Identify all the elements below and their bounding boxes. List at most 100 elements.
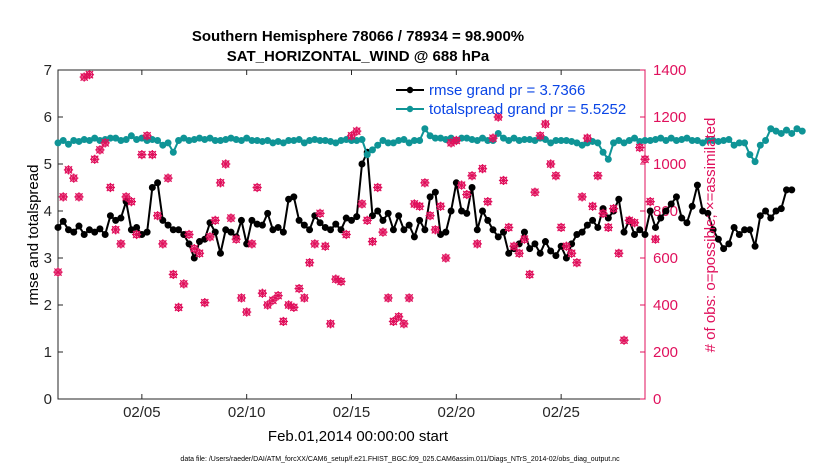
obs-assimilated-point [184, 229, 194, 240]
obs-assimilated-point [263, 300, 273, 310]
obs-assimilated-point [415, 201, 425, 211]
series-point [300, 221, 308, 229]
obs-assimilated-point [640, 154, 650, 164]
series-point [720, 245, 728, 253]
series-point [154, 137, 162, 144]
obs-assimilated-point [409, 199, 419, 209]
obs-assimilated-point [504, 222, 514, 233]
series-point [594, 223, 602, 231]
obs-assimilated-point [121, 192, 131, 202]
obs-assimilated-point [58, 192, 68, 202]
series-point [395, 212, 403, 220]
obs-assimilated-point [90, 154, 100, 164]
series-point [798, 127, 806, 135]
series-point [374, 207, 382, 215]
y-left-tick-label: 3 [44, 250, 52, 267]
obs-assimilated-point [105, 182, 116, 193]
series-point [64, 140, 72, 148]
obs-assimilated-point [352, 126, 362, 136]
obs-assimilated-point [650, 234, 661, 244]
series-point [777, 205, 785, 213]
obs-assimilated-point [462, 189, 472, 200]
series-point [405, 221, 413, 229]
y-axis-left-label: rmse and totalspread [25, 165, 42, 306]
series-point [154, 179, 162, 187]
x-tick-label: 02/05 [123, 404, 161, 421]
obs-assimilated-point [488, 133, 498, 143]
series-point [756, 212, 764, 220]
series-point [133, 223, 141, 231]
series-point [678, 214, 686, 222]
obs-assimilated-point [477, 164, 488, 174]
series-point [589, 216, 597, 224]
x-tick-label: 02/10 [228, 404, 266, 421]
series-point [683, 219, 691, 227]
series-point [410, 233, 418, 241]
obs-assimilated-point [137, 150, 147, 160]
series-point [730, 223, 738, 231]
series-point [751, 158, 759, 166]
obs-assimilated-point [399, 319, 409, 329]
series-point [384, 209, 392, 217]
series-point [594, 139, 602, 147]
series-point [237, 216, 245, 224]
series-point [379, 216, 387, 224]
obs-assimilated-point [546, 159, 556, 169]
series-point [646, 207, 654, 215]
series-point [164, 139, 172, 147]
legend-swatch-marker [406, 86, 414, 94]
obs-assimilated-point [514, 248, 524, 258]
y-right-tick-label: 1200 [653, 109, 686, 126]
obs-assimilated-point [420, 178, 430, 188]
obs-assimilated-point [598, 208, 608, 218]
series-point [489, 226, 497, 234]
series-point [541, 136, 549, 144]
series-point [641, 231, 649, 238]
series-point [216, 249, 224, 257]
y-right-tick-label: 200 [653, 344, 678, 361]
x-tick-label: 02/25 [542, 404, 580, 421]
series-point [536, 249, 544, 257]
series-point [620, 228, 628, 236]
obs-assimilated-point [635, 142, 645, 153]
obs-assimilated-point [357, 199, 367, 209]
series-point [91, 228, 99, 236]
legend-entry: totalspread grand pr = 5.5252 [429, 101, 626, 118]
obs-assimilated-point [257, 288, 268, 298]
obs-assimilated-point [519, 234, 530, 244]
series-point [421, 125, 429, 133]
series-point [667, 200, 675, 208]
obs-assimilated-point [645, 197, 655, 207]
y-right-tick-label: 0 [653, 391, 661, 408]
obs-assimilated-point [593, 171, 603, 181]
obs-assimilated-point [247, 239, 257, 249]
series-point [693, 181, 701, 189]
y-left-tick-label: 1 [44, 344, 52, 361]
series-point [468, 184, 476, 191]
y-axis-left-ticks: 0 1 2 3 4 5 6 7 [44, 62, 63, 408]
series-point [264, 209, 272, 217]
obs-assimilated-point [268, 295, 278, 305]
series-point [389, 226, 397, 234]
series-point [631, 134, 639, 142]
series-point [316, 219, 324, 227]
series-point [531, 240, 539, 248]
series-point [101, 231, 109, 238]
obs-assimilated-point [483, 197, 493, 207]
obs-assimilated-point [435, 201, 446, 211]
obs-assimilated-point [325, 319, 336, 329]
series-point [169, 148, 177, 156]
series-point [306, 226, 314, 234]
series-point [106, 212, 114, 220]
series-point [651, 223, 659, 231]
series-point [526, 245, 534, 253]
series-point [96, 225, 104, 233]
obs-assimilated-point [383, 293, 393, 303]
series-3 [53, 70, 661, 345]
series-point [762, 137, 770, 144]
obs-assimilated-point [210, 215, 220, 225]
obs-assimilated-point [582, 133, 592, 143]
series-point [762, 207, 770, 215]
series-point [290, 193, 298, 201]
series-point [788, 186, 796, 194]
